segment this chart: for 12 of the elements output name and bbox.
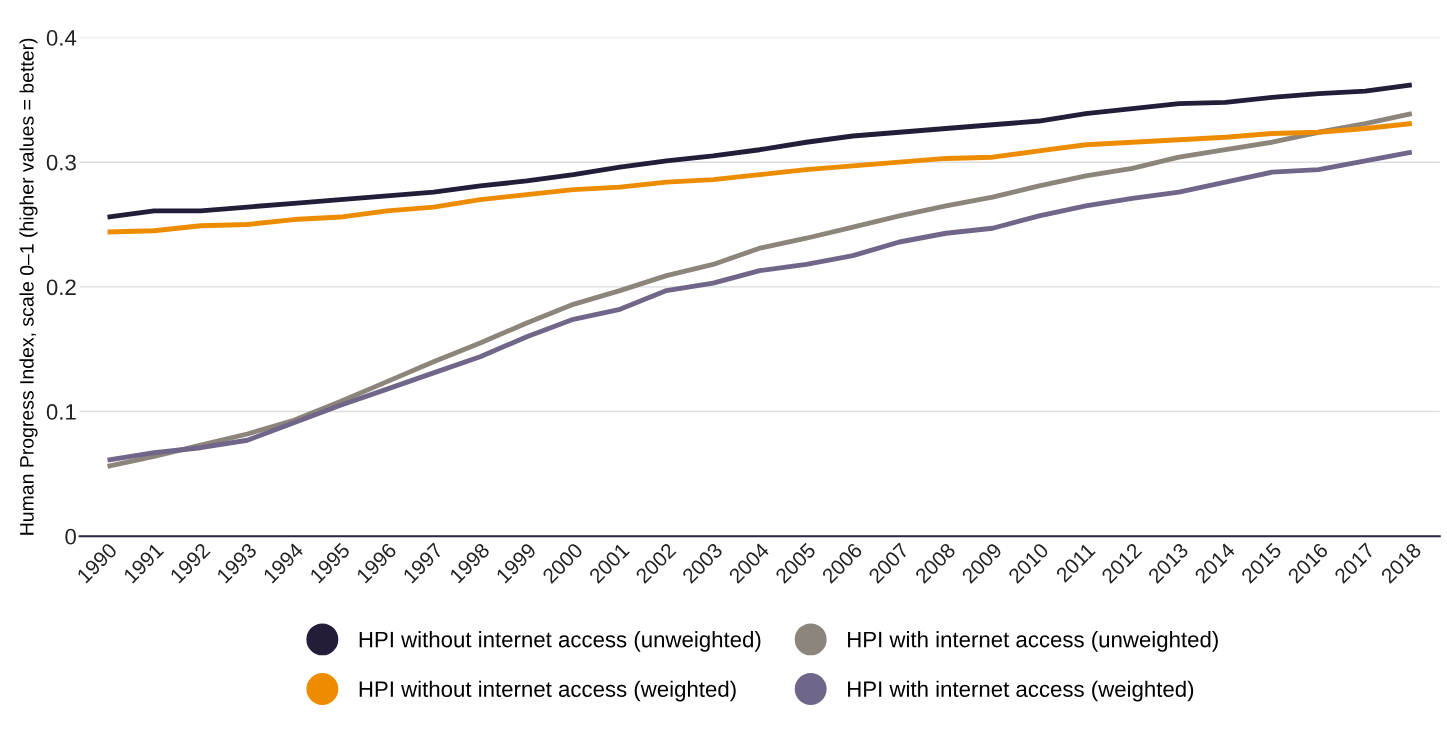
y-tick-label: 0 [65,528,76,545]
y-tick-label: 0.1 [46,404,76,420]
legend-label: HPI without internet access (unweighted) [359,631,761,652]
y-axis-title: Human Progress Index, scale 0–1 (higher values = better) [19,38,38,535]
y-tick-label: 0.3 [46,154,76,171]
legend-label: HPI with internet access (weighted) [848,680,1194,702]
legend-label: HPI without internet access (weighted) [359,680,736,702]
line-series [105,82,1415,220]
y-tick-label: 0.2 [46,279,76,296]
legend-label: HPI with internet access (unweighted) [848,631,1218,652]
line-series [105,121,1415,235]
y-tick-label: 0.4 [46,30,77,46]
